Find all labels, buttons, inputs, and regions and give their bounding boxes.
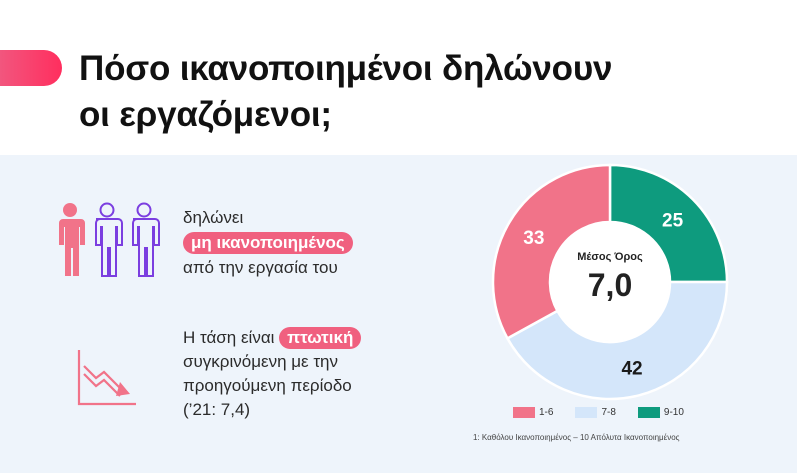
statement2-line1: Η τάση είναι: [183, 328, 280, 347]
legend-swatch-1-6: [513, 407, 535, 418]
downward-trend-icon: [77, 350, 136, 406]
title-accent-bar: [0, 50, 62, 86]
title-line-2: οι εργαζόμενοι;: [79, 95, 332, 134]
scale-footnote: 1: Καθόλου Ικανοποιημένος – 10 Απόλυτα Ι…: [473, 433, 680, 442]
legend-label-9-10: 9-10: [663, 407, 684, 418]
legend-item-9-10: 9-10: [637, 407, 684, 418]
legend-swatch-7-8: [575, 407, 598, 418]
declining-highlight: πτωτική: [279, 327, 362, 349]
donut-slice-7-8: [505, 280, 729, 401]
trend-statement: Η τάση είναι πτωτική συγκρινόμενη με την…: [183, 326, 362, 422]
legend-label-7-8: 7-8: [601, 407, 616, 418]
legend-swatch-9-10: [637, 407, 660, 418]
donut-value-label-7-8: 42: [621, 359, 642, 380]
donut-value-label-1-6: 33: [523, 228, 544, 249]
people-icon: [59, 202, 160, 277]
legend-item-1-6: 1-6: [513, 407, 553, 418]
dissatisfied-statement: δηλώνει μη ικανοποιημένος από την εργασί…: [183, 205, 353, 280]
statement1-before: δηλώνει: [183, 208, 244, 227]
donut-center-hole: [551, 223, 669, 341]
chart-legend: 1-6 7-8 9-10: [513, 407, 684, 418]
satisfaction-donut-chart: 25 42 33 Μέσος Όρος 7,0: [491, 163, 729, 401]
statement2-line2: συγκρινόμενη με την: [183, 352, 339, 371]
statement2-line4: (’21: 7,4): [183, 400, 251, 419]
donut-value-label-9-10: 25: [662, 210, 684, 231]
page-title: Πόσο ικανοποιημένοι δηλώνουν οι εργαζόμε…: [79, 46, 779, 138]
title-line-1: Πόσο ικανοποιημένοι δηλώνουν: [79, 49, 613, 88]
legend-item-7-8: 7-8: [575, 407, 616, 418]
legend-label-1-6: 1-6: [539, 407, 554, 418]
donut-center-value: 7,0: [588, 267, 632, 303]
statement1-after: από την εργασία του: [183, 258, 338, 277]
statement2-line3: προηγούμενη περίοδο: [183, 376, 352, 395]
donut-slice-1-6: [491, 163, 612, 341]
donut-center-label: Μέσος Όρος: [577, 251, 643, 263]
dissatisfied-highlight: μη ικανοποιημένος: [183, 232, 353, 254]
donut-slice-9-10: [608, 163, 729, 284]
